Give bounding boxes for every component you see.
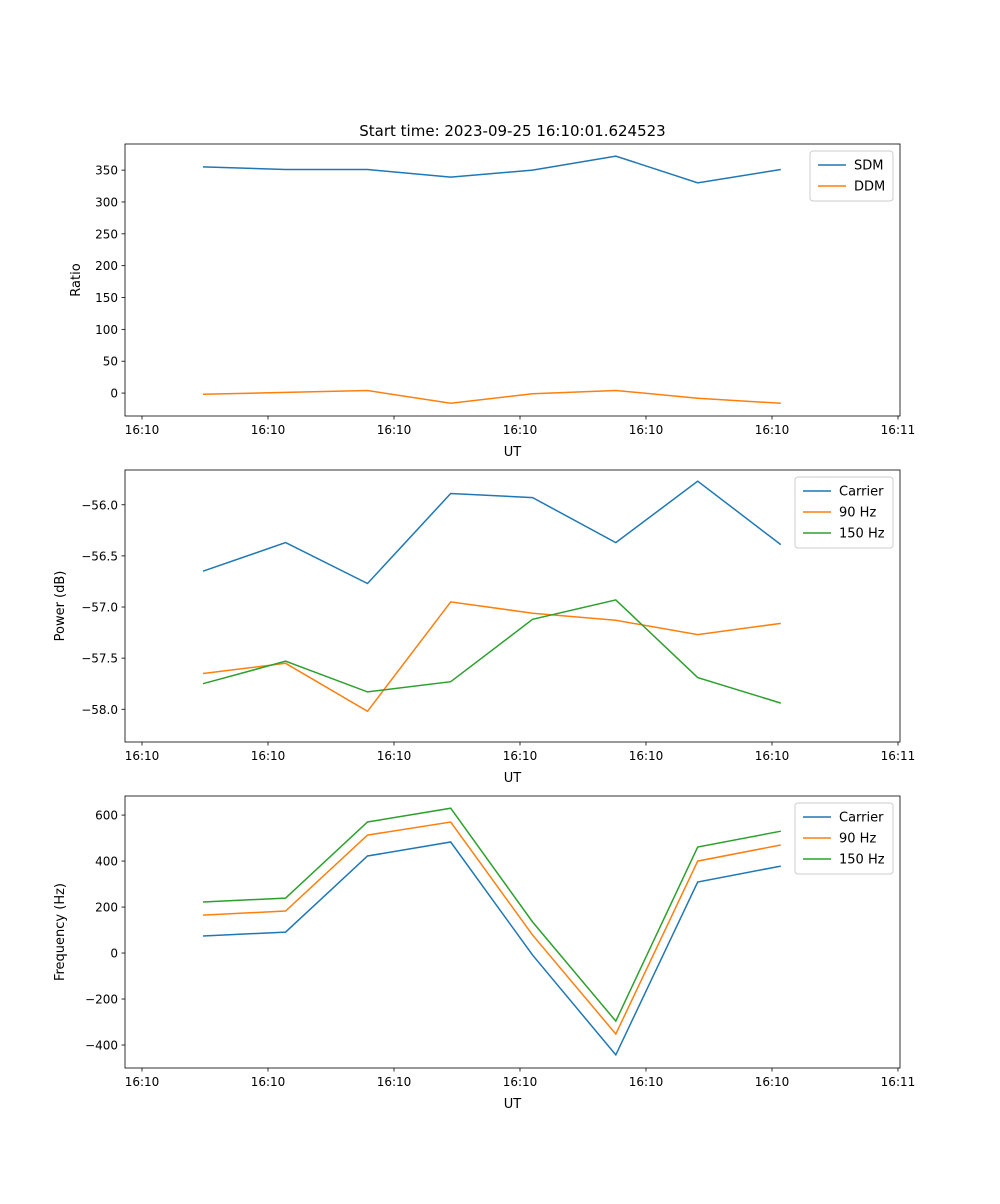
x-tick-label: 16:10 [629, 423, 664, 437]
x-tick-label: 16:11 [881, 1075, 916, 1089]
legend-label: DDM [854, 180, 885, 195]
x-tick-label: 16:10 [503, 749, 538, 763]
x-tick-label: 16:10 [755, 423, 790, 437]
chart-title: Start time: 2023-09-25 16:10:01.624523 [359, 122, 665, 140]
x-axis-label: UT [504, 771, 522, 786]
y-tick-label: 100 [95, 323, 118, 337]
legend-label: 90 Hz [839, 832, 876, 847]
y-axis-label: Frequency (Hz) [53, 883, 68, 981]
y-tick-label: 50 [103, 355, 118, 369]
y-tick-label: 150 [95, 291, 118, 305]
x-tick-label: 16:10 [629, 749, 664, 763]
x-tick-label: 16:10 [377, 423, 412, 437]
y-tick-label: −400 [85, 1039, 118, 1053]
y-tick-label: 400 [95, 855, 118, 869]
y-tick-label: −58.0 [81, 703, 118, 717]
y-tick-label: 350 [95, 164, 118, 178]
y-tick-label: −57.5 [81, 652, 118, 666]
x-axis-label: UT [504, 445, 522, 460]
y-tick-label: 0 [110, 387, 118, 401]
y-tick-label: 600 [95, 809, 118, 823]
x-tick-label: 16:10 [251, 423, 286, 437]
y-tick-label: −56.5 [81, 549, 118, 563]
x-tick-label: 16:10 [755, 749, 790, 763]
legend-label: 150 Hz [839, 527, 885, 542]
y-tick-label: 300 [95, 195, 118, 209]
x-tick-label: 16:10 [629, 1075, 664, 1089]
y-tick-label: −200 [85, 993, 118, 1007]
x-tick-label: 16:10 [503, 1075, 538, 1089]
legend-label: Carrier [839, 485, 884, 500]
y-tick-label: 200 [95, 901, 118, 915]
y-axis-label: Power (dB) [53, 571, 68, 642]
x-tick-label: 16:10 [251, 1075, 286, 1089]
x-tick-label: 16:10 [125, 749, 160, 763]
y-tick-label: 250 [95, 227, 118, 241]
x-tick-label: 16:10 [251, 749, 286, 763]
x-tick-label: 16:10 [503, 423, 538, 437]
legend: SDM DDM [810, 151, 893, 201]
x-tick-label: 16:11 [881, 749, 916, 763]
y-tick-label: −56.0 [81, 498, 118, 512]
x-tick-label: 16:10 [125, 1075, 160, 1089]
legend-label: 90 Hz [839, 506, 876, 521]
legend-label: SDM [854, 159, 883, 174]
legend: Carrier 90 Hz 150 Hz [795, 803, 893, 874]
y-tick-label: −57.0 [81, 601, 118, 615]
y-tick-label: 200 [95, 259, 118, 273]
x-tick-label: 16:10 [755, 1075, 790, 1089]
x-tick-label: 16:10 [377, 749, 412, 763]
legend-label: 150 Hz [839, 853, 885, 868]
legend-label: Carrier [839, 811, 884, 826]
x-tick-label: 16:11 [881, 423, 916, 437]
legend: Carrier 90 Hz 150 Hz [795, 477, 893, 548]
x-tick-label: 16:10 [377, 1075, 412, 1089]
x-tick-label: 16:10 [125, 423, 160, 437]
x-axis-label: UT [504, 1097, 522, 1112]
y-tick-label: 0 [110, 947, 118, 961]
y-axis-label: Ratio [69, 263, 84, 296]
